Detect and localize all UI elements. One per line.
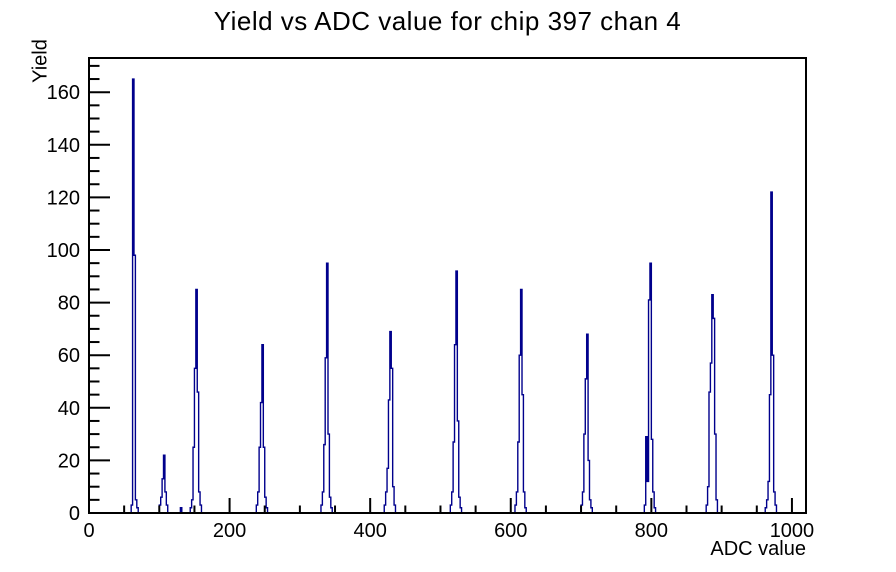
histogram-path (89, 78, 806, 514)
x-axis: 0 200 400 600 800 1000 (83, 498, 814, 542)
chart-title: Yield vs ADC value for chip 397 chan 4 (213, 6, 682, 36)
x-tick-label: 200 (213, 520, 246, 542)
y-tick-label: 60 (58, 345, 80, 367)
y-tick-label: 140 (47, 135, 80, 157)
x-tick-label: 600 (494, 520, 527, 542)
plot-frame (88, 57, 807, 514)
y-tick-label: 120 (47, 187, 80, 209)
x-tick-label: 1000 (770, 520, 815, 542)
y-tick-label: 40 (58, 398, 80, 420)
y-axis: 0 20 40 60 80 100 120 140 160 (47, 64, 110, 525)
y-tick-label: 0 (69, 503, 80, 525)
x-axis-label: ADC value (710, 538, 806, 560)
x-tick-label: 800 (635, 520, 668, 542)
y-tick-label: 80 (58, 293, 80, 315)
x-tick-label: 400 (353, 520, 386, 542)
y-tick-label: 160 (47, 82, 80, 104)
y-tick-label: 20 (58, 450, 80, 472)
x-tick-label: 0 (83, 520, 94, 542)
y-tick-label: 100 (47, 240, 80, 262)
